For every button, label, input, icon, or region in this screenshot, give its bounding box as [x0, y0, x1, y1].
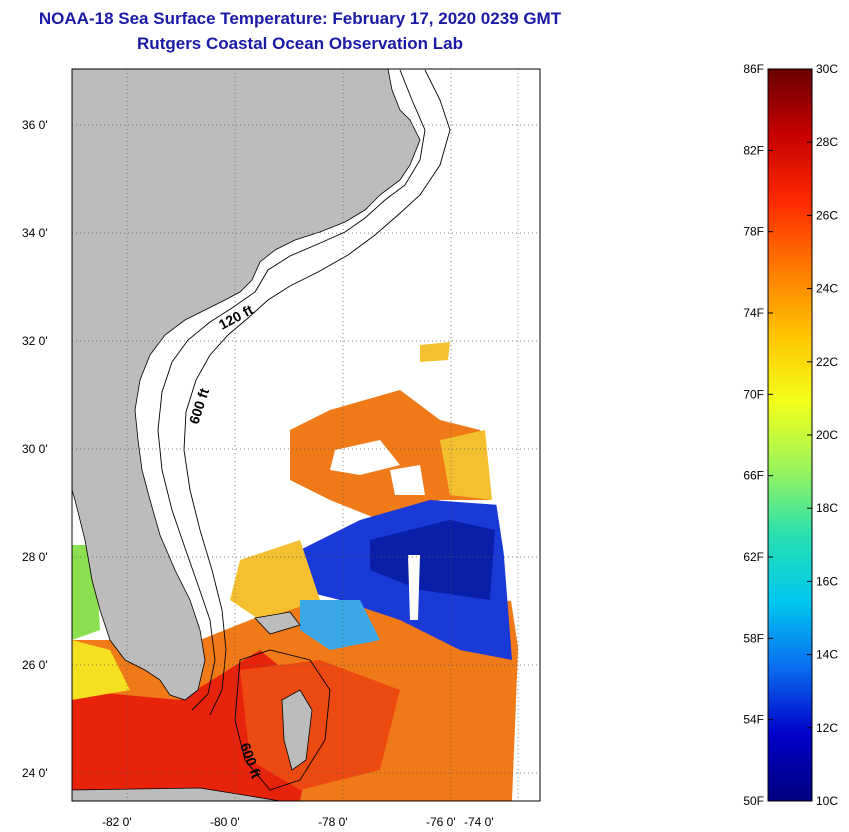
no-data-region	[485, 430, 540, 801]
map-subtitle: Rutgers Coastal Ocean Observation Lab	[137, 34, 463, 53]
colorbar-f-label: 50F	[743, 794, 764, 808]
land-bahamas	[281, 689, 313, 771]
lat-tick-label: 24 0'	[22, 766, 48, 780]
contour-600ft	[183, 69, 451, 716]
sst-yellow-strip	[72, 640, 130, 700]
colorbar-f-label: 70F	[743, 387, 764, 401]
cloud-patch	[330, 440, 400, 475]
colorbar-f-label: 54F	[743, 713, 764, 727]
sst-yellow-inshore	[230, 540, 320, 620]
colorbar-gradient	[767, 68, 813, 802]
lon-tick-label: -76 0'	[426, 815, 456, 829]
colorbar-c-label: 22C	[816, 355, 838, 369]
colorbar-celsius-labels: 30C 28C 26C 24C 22C 20C 18C 16C 14C 12C 10C	[807, 62, 838, 808]
lon-tick-label: -82 0'	[102, 815, 132, 829]
map-title: NOAA-18 Sea Surface Temperature: Februar…	[38, 9, 562, 28]
lat-tick-label: 26 0'	[22, 658, 48, 672]
sst-small-patch	[420, 342, 450, 362]
cloud-patch	[408, 555, 420, 620]
colorbar-f-label: 86F	[743, 62, 764, 76]
colorbar-f-label: 82F	[743, 143, 764, 157]
lat-tick-label: 36 0'	[22, 118, 48, 132]
colorbar-f-label: 66F	[743, 469, 764, 483]
contour-120ft	[157, 69, 426, 711]
colorbar-c-label: 30C	[816, 62, 838, 76]
lat-tick-label: 30 0'	[22, 442, 48, 456]
colorbar-c-label: 28C	[816, 135, 838, 149]
colorbar-c-label: 16C	[816, 574, 838, 588]
colorbar-c-label: 12C	[816, 721, 838, 735]
lat-tick-label: 28 0'	[22, 550, 48, 564]
lon-tick-label: -80 0'	[210, 815, 240, 829]
sst-yellow-patch	[440, 430, 492, 500]
colorbar-c-label: 20C	[816, 428, 838, 442]
colorbar-f-label: 58F	[743, 631, 764, 645]
cloud-patch	[390, 465, 425, 495]
lat-tick-label: 32 0'	[22, 334, 48, 348]
land-bahamas-2	[254, 611, 301, 635]
lat-tick-label: 34 0'	[22, 226, 48, 240]
colorbar-c-label: 14C	[816, 648, 838, 662]
colorbar-f-label: 74F	[743, 306, 764, 320]
sst-bluegreen-patch	[300, 600, 380, 650]
colorbar-fahrenheit-labels: 86F 82F 78F 74F 70F 66F 62F 58F 54F 50F	[743, 62, 773, 808]
sst-warm-patch	[240, 660, 400, 790]
lon-tick-label: -74 0'	[464, 815, 494, 829]
colorbar-c-label: 18C	[816, 501, 838, 515]
map-content	[72, 69, 540, 801]
sst-cold-core	[370, 520, 495, 600]
colorbar: 86F 82F 78F 74F 70F 66F 62F 58F 54F 50F 30C 28C 26C…	[743, 62, 838, 808]
colorbar-c-label: 10C	[816, 794, 838, 808]
colorbar-c-label: 24C	[816, 282, 838, 296]
colorbar-c-label: 26C	[816, 208, 838, 222]
contour-600ft-bahamas	[234, 649, 331, 791]
lon-tick-label: -78 0'	[318, 815, 348, 829]
land-cuba	[72, 787, 281, 801]
colorbar-f-label: 78F	[743, 225, 764, 239]
longitude-axis: -82 0' -80 0' -78 0' -76 0' -74 0'	[102, 815, 494, 829]
colorbar-f-label: 62F	[743, 550, 764, 564]
map-border	[71, 68, 541, 802]
latitude-axis: 36 0' 34 0' 32 0' 30 0' 28 0' 26 0' 24 0…	[22, 118, 48, 780]
land-mainland	[72, 69, 421, 701]
